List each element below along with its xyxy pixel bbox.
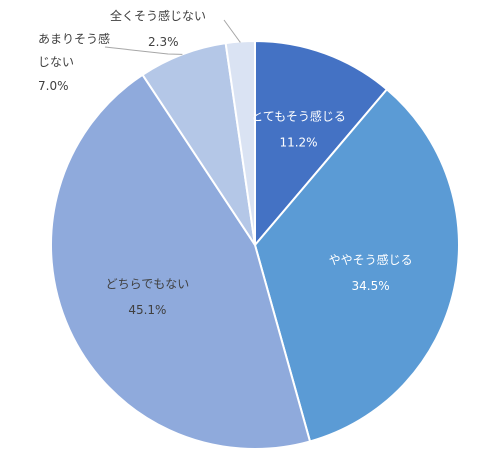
slice-2-label: ややそう感じる <box>329 252 413 267</box>
slice-5-label: 全くそう感じない <box>110 8 206 23</box>
slice-2-value-label: 34.5% <box>352 279 390 293</box>
slice-1 <box>254 39 389 248</box>
slice-2 <box>253 87 460 443</box>
slice-3-value-label: 45.1% <box>128 303 166 317</box>
slice-4-label-line-2: じない <box>38 55 74 69</box>
data-labels: とてもそう感じる 11.2% ややそう感じる 34.5% どちらでもない 45.1% あまり… <box>38 8 413 317</box>
slice-5-leader-line <box>223 19 241 43</box>
slice-4-leader-line <box>104 46 183 55</box>
slice-4-value-label: 7.0% <box>38 79 69 93</box>
leader-lines <box>104 19 241 55</box>
pie-slices <box>49 39 460 450</box>
slice-5-value-label: 2.3% <box>148 35 179 49</box>
slice-4-label-line-1: あまりそう感 <box>38 31 110 46</box>
slice-3 <box>49 73 312 450</box>
slice-3-label: どちらでもない <box>106 277 190 291</box>
slice-1-value-label: 11.2% <box>279 135 317 149</box>
slice-1-label: とてもそう感じる <box>251 108 346 123</box>
